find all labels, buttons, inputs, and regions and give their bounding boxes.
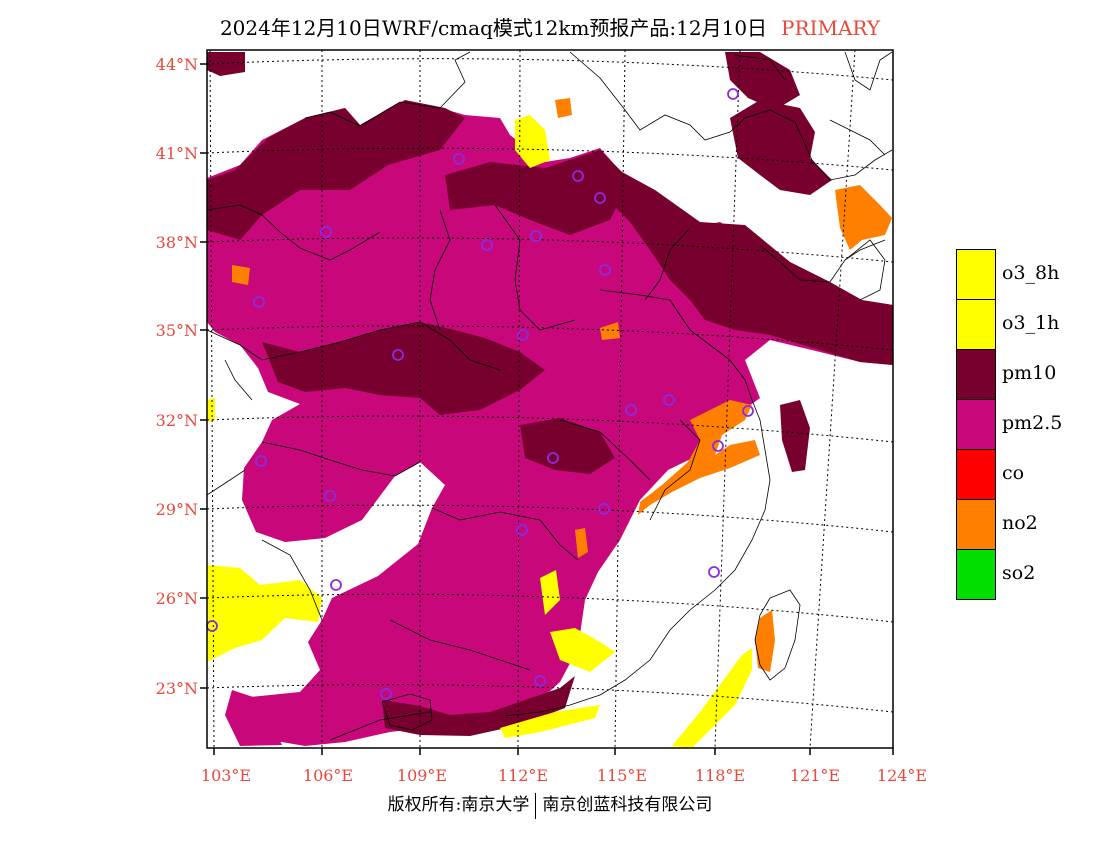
pm25-west-edge	[225, 690, 282, 746]
lat-label: 44°N	[155, 55, 198, 74]
o3-north-patch	[515, 115, 550, 168]
o3-southwest-patch	[207, 565, 322, 662]
station-marker	[599, 264, 611, 276]
legend-swatch	[956, 399, 996, 450]
station-marker	[453, 153, 465, 165]
no2-central-patch	[600, 322, 620, 340]
o3-south-patch-2	[550, 628, 615, 672]
legend-swatch	[956, 549, 996, 600]
lon-label: 121°E	[789, 766, 841, 785]
legend-label: so2	[1002, 562, 1036, 584]
no2-northeast-patch	[835, 185, 892, 250]
station-marker	[625, 404, 637, 416]
no2-taiwan-west	[755, 610, 775, 672]
legend-label: no2	[1002, 512, 1038, 534]
legend-label: pm10	[1002, 362, 1057, 384]
legend-label: co	[1002, 462, 1025, 484]
pm10-north-core	[445, 150, 630, 235]
lat-label: 32°N	[155, 411, 198, 430]
legend-swatch	[956, 249, 996, 300]
legend-swatch	[956, 449, 996, 500]
no2-north-patch	[555, 98, 572, 118]
no2-inland-strip	[575, 528, 588, 558]
map-frame	[206, 49, 894, 749]
legend-label: o3_8h	[1002, 262, 1060, 284]
station-marker	[481, 239, 493, 251]
pm10-central-belt	[262, 322, 545, 415]
map-title: 2024年12月10日WRF/cmaq模式12km预报产品:12月10日 PRIM…	[0, 12, 1100, 41]
legend-swatch	[956, 299, 996, 350]
station-marker	[663, 394, 675, 406]
pm10-topleft	[207, 52, 245, 76]
lon-label: 112°E	[497, 766, 549, 785]
copyright-footer: 版权所有:南京大学 南京创蓝科技有限公司	[0, 790, 1100, 819]
station-marker	[517, 329, 529, 341]
lat-label: 38°N	[155, 233, 198, 252]
pm10-northeast-upper	[730, 100, 832, 195]
pm10-north-band	[207, 100, 465, 240]
legend-label: pm2.5	[1002, 412, 1063, 434]
station-marker	[594, 192, 606, 204]
lon-label: 124°E	[876, 766, 928, 785]
primary-tag: PRIMARY	[781, 16, 881, 40]
lat-label: 41°N	[155, 144, 198, 163]
no2-yangtze-delta	[638, 400, 760, 515]
station-markers	[206, 88, 754, 700]
footer-divider	[535, 792, 537, 819]
lat-label: 26°N	[155, 589, 198, 608]
station-marker	[547, 452, 559, 464]
pm10-east-patch	[780, 400, 810, 472]
lat-label: 35°N	[155, 321, 198, 340]
lat-label: 29°N	[155, 500, 198, 519]
pm10-central-south	[520, 418, 615, 474]
lon-label: 106°E	[302, 766, 354, 785]
station-marker	[330, 579, 342, 591]
legend-label: o3_1h	[1002, 312, 1060, 334]
axis-ticks	[200, 63, 894, 755]
o3-south-patch	[540, 570, 560, 615]
title-text: 2024年12月10日WRF/cmaq模式12km预报产品:12月10日	[219, 16, 768, 40]
copyright-owner: 版权所有:南京大学	[387, 795, 530, 815]
station-marker	[598, 503, 610, 515]
station-marker	[572, 170, 584, 182]
station-marker	[727, 88, 739, 100]
o3-taiwan-strait	[672, 648, 752, 748]
lon-label: 109°E	[396, 766, 448, 785]
legend-swatch	[956, 349, 996, 400]
lon-label: 118°E	[694, 766, 746, 785]
legend-swatch	[956, 499, 996, 550]
copyright-company: 南京创蓝科技有限公司	[542, 795, 713, 815]
pm10-northeast-top	[725, 52, 800, 110]
station-marker	[320, 226, 332, 238]
o3-south-coast	[500, 705, 600, 738]
station-marker	[534, 675, 546, 687]
boundaries	[207, 51, 893, 741]
station-marker	[255, 455, 267, 467]
station-marker	[324, 490, 336, 502]
lat-label: 23°N	[155, 679, 198, 698]
station-marker	[712, 440, 724, 452]
station-marker	[380, 688, 392, 700]
o3-west-edge	[207, 398, 215, 422]
station-marker	[742, 405, 754, 417]
lon-label: 115°E	[596, 766, 648, 785]
station-marker	[530, 230, 542, 242]
station-marker	[392, 349, 404, 361]
lon-label: 103°E	[200, 766, 252, 785]
pm10-northeast-band	[600, 160, 893, 365]
station-marker	[253, 296, 265, 308]
no2-west-patch	[232, 265, 250, 285]
station-marker	[708, 566, 720, 578]
station-marker	[516, 524, 528, 536]
